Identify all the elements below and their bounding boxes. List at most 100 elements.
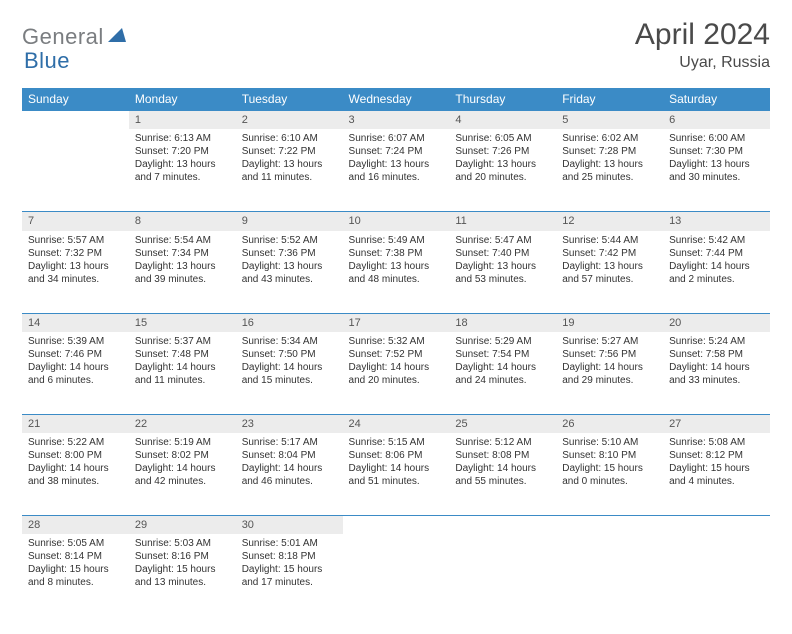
sunset-text: Sunset: 8:16 PM xyxy=(135,550,230,563)
day-number-row: 282930 xyxy=(22,516,770,535)
day-cell xyxy=(663,534,770,616)
day-number-row: 21222324252627 xyxy=(22,414,770,433)
sunset-text: Sunset: 8:14 PM xyxy=(28,550,123,563)
sunset-text: Sunset: 7:20 PM xyxy=(135,145,230,158)
day-cell: Sunrise: 5:22 AMSunset: 8:00 PMDaylight:… xyxy=(22,433,129,516)
day-number: 28 xyxy=(22,516,129,535)
week-row: Sunrise: 5:57 AMSunset: 7:32 PMDaylight:… xyxy=(22,231,770,314)
daylight-text: Daylight: 14 hours and 15 minutes. xyxy=(242,361,337,387)
day-cell: Sunrise: 5:08 AMSunset: 8:12 PMDaylight:… xyxy=(663,433,770,516)
weekday-header: Saturday xyxy=(663,88,770,111)
day-number: 24 xyxy=(343,414,450,433)
logo-text-blue: Blue xyxy=(24,48,70,73)
day-cell: Sunrise: 5:44 AMSunset: 7:42 PMDaylight:… xyxy=(556,231,663,314)
day-cell: Sunrise: 5:57 AMSunset: 7:32 PMDaylight:… xyxy=(22,231,129,314)
sunset-text: Sunset: 8:10 PM xyxy=(562,449,657,462)
day-cell: Sunrise: 5:10 AMSunset: 8:10 PMDaylight:… xyxy=(556,433,663,516)
sunrise-text: Sunrise: 5:39 AM xyxy=(28,335,123,348)
sunset-text: Sunset: 7:48 PM xyxy=(135,348,230,361)
daylight-text: Daylight: 15 hours and 17 minutes. xyxy=(242,563,337,589)
day-cell xyxy=(556,534,663,616)
day-number-row: 14151617181920 xyxy=(22,313,770,332)
daylight-text: Daylight: 14 hours and 29 minutes. xyxy=(562,361,657,387)
week-row: Sunrise: 5:22 AMSunset: 8:00 PMDaylight:… xyxy=(22,433,770,516)
daylight-text: Daylight: 13 hours and 39 minutes. xyxy=(135,260,230,286)
daylight-text: Daylight: 13 hours and 11 minutes. xyxy=(242,158,337,184)
sunset-text: Sunset: 8:08 PM xyxy=(455,449,550,462)
logo-triangle-icon xyxy=(108,26,126,47)
day-cell: Sunrise: 5:24 AMSunset: 7:58 PMDaylight:… xyxy=(663,332,770,415)
daylight-text: Daylight: 13 hours and 43 minutes. xyxy=(242,260,337,286)
day-number: 27 xyxy=(663,414,770,433)
week-row: Sunrise: 5:05 AMSunset: 8:14 PMDaylight:… xyxy=(22,534,770,616)
day-number xyxy=(22,111,129,130)
sunset-text: Sunset: 8:18 PM xyxy=(242,550,337,563)
sunset-text: Sunset: 8:00 PM xyxy=(28,449,123,462)
sunrise-text: Sunrise: 5:24 AM xyxy=(669,335,764,348)
sunset-text: Sunset: 7:50 PM xyxy=(242,348,337,361)
sunset-text: Sunset: 7:52 PM xyxy=(349,348,444,361)
day-number-row: 78910111213 xyxy=(22,212,770,231)
daylight-text: Daylight: 13 hours and 57 minutes. xyxy=(562,260,657,286)
day-number: 16 xyxy=(236,313,343,332)
sunset-text: Sunset: 7:36 PM xyxy=(242,247,337,260)
day-cell: Sunrise: 6:10 AMSunset: 7:22 PMDaylight:… xyxy=(236,129,343,212)
day-cell: Sunrise: 5:52 AMSunset: 7:36 PMDaylight:… xyxy=(236,231,343,314)
day-number: 17 xyxy=(343,313,450,332)
day-number: 19 xyxy=(556,313,663,332)
day-number: 10 xyxy=(343,212,450,231)
day-cell: Sunrise: 6:05 AMSunset: 7:26 PMDaylight:… xyxy=(449,129,556,212)
sunrise-text: Sunrise: 5:05 AM xyxy=(28,537,123,550)
sunset-text: Sunset: 7:22 PM xyxy=(242,145,337,158)
daylight-text: Daylight: 15 hours and 8 minutes. xyxy=(28,563,123,589)
day-cell: Sunrise: 5:34 AMSunset: 7:50 PMDaylight:… xyxy=(236,332,343,415)
sunrise-text: Sunrise: 5:27 AM xyxy=(562,335,657,348)
sunrise-text: Sunrise: 6:10 AM xyxy=(242,132,337,145)
day-cell: Sunrise: 5:27 AMSunset: 7:56 PMDaylight:… xyxy=(556,332,663,415)
sunset-text: Sunset: 7:44 PM xyxy=(669,247,764,260)
day-cell: Sunrise: 6:07 AMSunset: 7:24 PMDaylight:… xyxy=(343,129,450,212)
sunrise-text: Sunrise: 6:05 AM xyxy=(455,132,550,145)
day-number: 3 xyxy=(343,111,450,130)
sunset-text: Sunset: 7:46 PM xyxy=(28,348,123,361)
day-cell: Sunrise: 6:13 AMSunset: 7:20 PMDaylight:… xyxy=(129,129,236,212)
day-number: 5 xyxy=(556,111,663,130)
daylight-text: Daylight: 13 hours and 20 minutes. xyxy=(455,158,550,184)
day-number: 26 xyxy=(556,414,663,433)
sunset-text: Sunset: 7:42 PM xyxy=(562,247,657,260)
sunrise-text: Sunrise: 5:54 AM xyxy=(135,234,230,247)
day-number: 11 xyxy=(449,212,556,231)
daylight-text: Daylight: 14 hours and 55 minutes. xyxy=(455,462,550,488)
day-cell: Sunrise: 5:49 AMSunset: 7:38 PMDaylight:… xyxy=(343,231,450,314)
sunrise-text: Sunrise: 6:00 AM xyxy=(669,132,764,145)
daylight-text: Daylight: 14 hours and 2 minutes. xyxy=(669,260,764,286)
sunrise-text: Sunrise: 5:44 AM xyxy=(562,234,657,247)
sunset-text: Sunset: 8:04 PM xyxy=(242,449,337,462)
daylight-text: Daylight: 13 hours and 25 minutes. xyxy=(562,158,657,184)
sunrise-text: Sunrise: 6:02 AM xyxy=(562,132,657,145)
day-cell: Sunrise: 6:00 AMSunset: 7:30 PMDaylight:… xyxy=(663,129,770,212)
day-number: 15 xyxy=(129,313,236,332)
daylight-text: Daylight: 14 hours and 51 minutes. xyxy=(349,462,444,488)
sunrise-text: Sunrise: 5:08 AM xyxy=(669,436,764,449)
sunrise-text: Sunrise: 5:12 AM xyxy=(455,436,550,449)
sunrise-text: Sunrise: 5:29 AM xyxy=(455,335,550,348)
weekday-header: Sunday xyxy=(22,88,129,111)
location: Uyar, Russia xyxy=(635,54,770,72)
sunrise-text: Sunrise: 5:22 AM xyxy=(28,436,123,449)
day-cell: Sunrise: 5:19 AMSunset: 8:02 PMDaylight:… xyxy=(129,433,236,516)
daylight-text: Daylight: 14 hours and 38 minutes. xyxy=(28,462,123,488)
day-number: 23 xyxy=(236,414,343,433)
sunset-text: Sunset: 7:30 PM xyxy=(669,145,764,158)
daylight-text: Daylight: 15 hours and 0 minutes. xyxy=(562,462,657,488)
sunset-text: Sunset: 7:24 PM xyxy=(349,145,444,158)
weekday-header: Friday xyxy=(556,88,663,111)
sunset-text: Sunset: 7:28 PM xyxy=(562,145,657,158)
day-number-row: 123456 xyxy=(22,111,770,130)
daylight-text: Daylight: 14 hours and 33 minutes. xyxy=(669,361,764,387)
daylight-text: Daylight: 14 hours and 11 minutes. xyxy=(135,361,230,387)
sunrise-text: Sunrise: 5:17 AM xyxy=(242,436,337,449)
day-number: 21 xyxy=(22,414,129,433)
weekday-header: Wednesday xyxy=(343,88,450,111)
daylight-text: Daylight: 13 hours and 16 minutes. xyxy=(349,158,444,184)
